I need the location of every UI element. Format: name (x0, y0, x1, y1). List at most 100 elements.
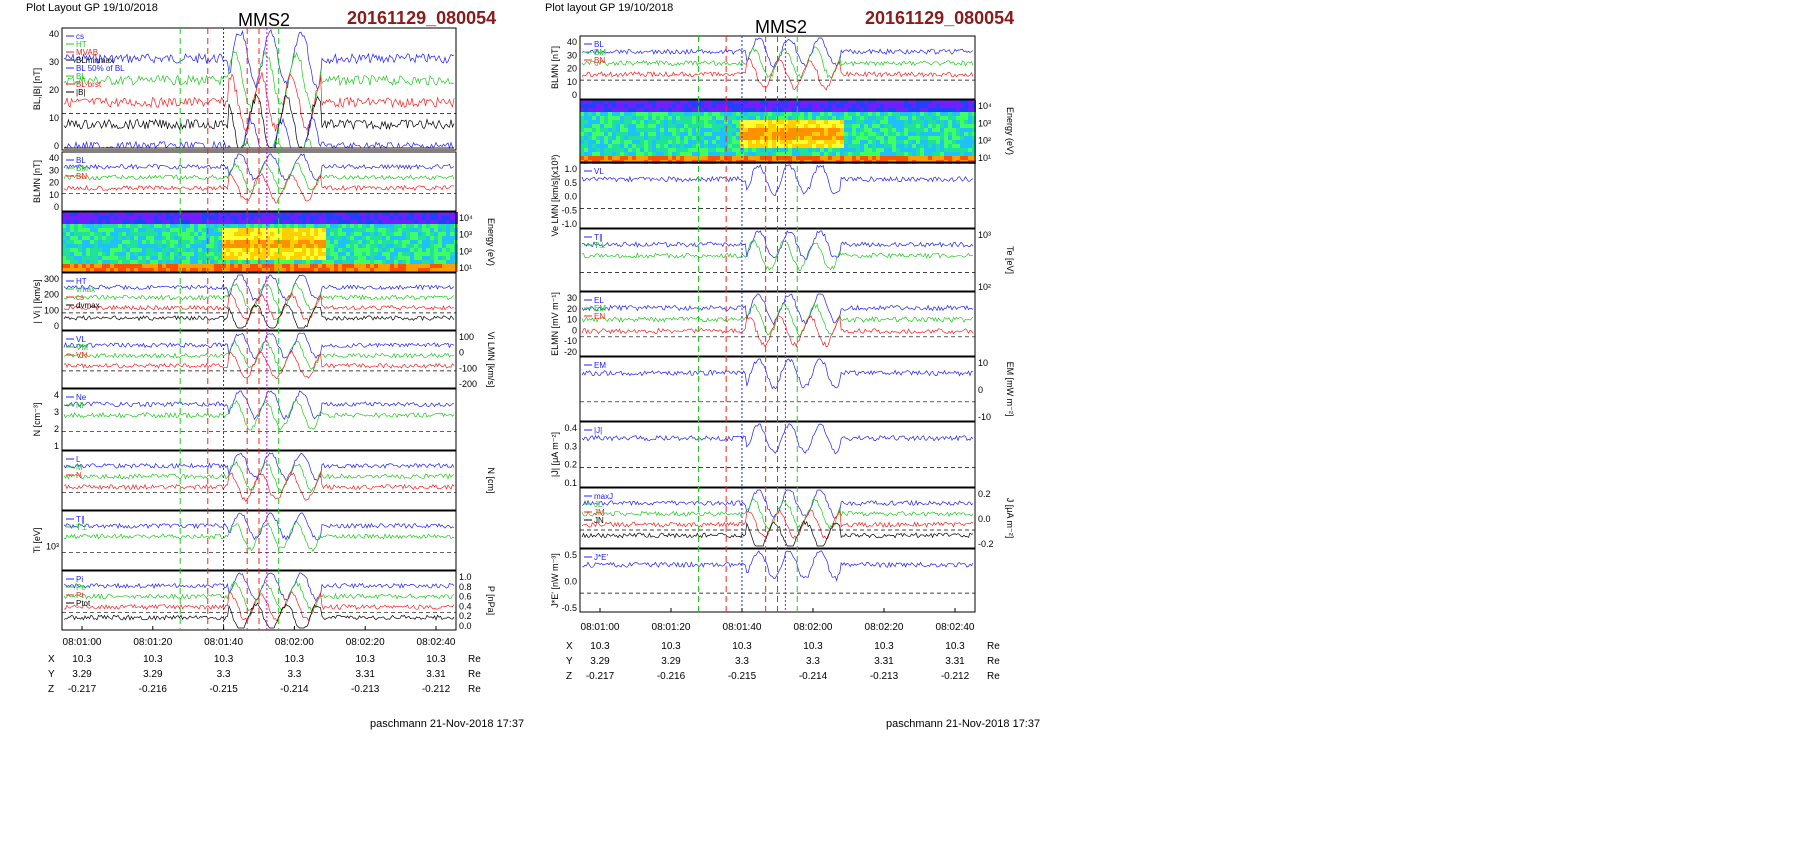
right-figure-espec-ytick-0: 10⁴ (978, 101, 992, 111)
left-figure-pos-value-0-3: 10.3 (285, 654, 305, 665)
left-figure-vi-ylabel: | Vi | [km/s] (32, 279, 42, 323)
left-figure-bl-ytick-3: 10 (49, 113, 59, 123)
left-figure-vi-series-2 (63, 292, 455, 323)
left-figure-bl-ytick-1: 30 (49, 57, 59, 67)
right-figure-xtick-0: 08:01:00 (581, 622, 620, 633)
right-figure-pos-unit-2: Re (987, 671, 1000, 682)
right-figure-pos-label-1: Y (566, 656, 573, 667)
left-figure-nlmn-series-0 (63, 452, 455, 482)
right-figure-pos-value-2-5: -0.212 (941, 671, 970, 682)
right-figure-espec-ylabel: Energy (eV) (1005, 107, 1015, 155)
right-figure-te-legend-0: T∥ (594, 233, 603, 242)
right-figure-blmn-ytick-0: 40 (567, 37, 577, 47)
left-figure-p-ylabel: P [nPa] (486, 586, 496, 615)
right-figure-je-ytick-2: -0.5 (561, 603, 577, 613)
left-figure-blmn-series-2 (63, 173, 455, 204)
left-figure-bl-legend-5: BL (76, 72, 86, 81)
right-figure-xtick-3: 08:02:00 (794, 622, 833, 633)
left-figure-pos-value-2-3: -0.214 (280, 684, 309, 695)
right-figure-xtick-2: 08:01:40 (723, 622, 762, 633)
right-figure-te-ytick-1: 10² (978, 282, 991, 292)
left-figure-bl-legend-3: BLminmax (76, 56, 114, 65)
right-figure-em-ytick-1: 0 (978, 385, 983, 395)
right-figure-jlmn-legend-2: JM (594, 508, 605, 517)
left-figure-ti-series-0 (63, 512, 455, 541)
left-figure-nlmn-series-1 (63, 461, 455, 493)
left-figure-ti-ytick-0: 10³ (46, 541, 59, 551)
right-figure-pos-value-0-0: 10.3 (590, 641, 610, 652)
left-figure-vlmn-legend-2: VN (76, 351, 87, 360)
left-figure-ti-legend-1: T⊥ (76, 523, 88, 532)
left-figure-pos-value-0-0: 10.3 (72, 654, 92, 665)
left-figure-nlmn-legend-1: M (76, 463, 83, 472)
left-figure-espec-ytick-0: 10⁴ (459, 213, 473, 223)
right-figure-em-ytick-2: -10 (978, 412, 991, 422)
left-figure-pos-value-2-4: -0.213 (351, 684, 380, 695)
right-figure-ve-ylabel: Ve LMN [km/s](x10³) (550, 154, 560, 236)
right-figure-blmn-ytick-2: 20 (567, 64, 577, 74)
left-figure-vi-series-3 (63, 303, 455, 329)
right-figure-em-legend-0: EM (594, 361, 606, 370)
left-figure-blmn-ytick-1: 30 (49, 165, 59, 175)
right-figure-jlmn-legend-3: JN (594, 516, 604, 525)
left-figure-ti-series-1 (63, 520, 455, 553)
right-figure-je-ytick-1: 0.0 (564, 577, 577, 587)
right-figure-pos-value-2-1: -0.216 (657, 671, 686, 682)
left-figure-espec-ytick-3: 10¹ (459, 263, 472, 273)
left-figure-bl-legend-2: MVAB (76, 48, 98, 57)
left-figure-pos-value-1-4: 3.31 (355, 669, 375, 680)
right-figure-pos-value-1-4: 3.31 (874, 656, 894, 667)
left-figure-bl-ytick-4: 0 (54, 141, 59, 151)
right-figure-e-series-1 (581, 303, 974, 336)
left-figure-vi-ytick-1: 200 (44, 290, 59, 300)
left-figure-vlmn-ylabel: Vi LMN [km/s] (486, 332, 496, 388)
left-figure-bl-series-0 (63, 29, 455, 91)
right-figure-jlmn-legend-1: JL (594, 500, 603, 509)
left-figure-vlmn-legend-0: VL (76, 335, 86, 344)
right-stamp: 20161129_080054 (865, 8, 1015, 28)
right-figure-pos-unit-1: Re (987, 656, 1000, 667)
left-figure-vlmn-series-1 (63, 340, 455, 371)
right-figure-jlmn-ytick-2: -0.2 (978, 539, 994, 549)
left-figure-pos-value-1-0: 3.29 (72, 669, 92, 680)
right-figure-ve-legend-0: VL (594, 167, 604, 176)
left-figure-pos-unit-1: Re (468, 669, 481, 680)
right-title: MMS2 (755, 17, 808, 37)
right-figure-pos-unit-0: Re (987, 641, 1000, 652)
right-figure-e-ytick-4: -10 (564, 336, 577, 346)
right-figure-e-legend-0: EL (594, 296, 604, 305)
left-figure-nlmn-legend-0: L (76, 455, 81, 464)
right-figure-blmn-legend-0: BL (594, 40, 604, 49)
left-figure-xtick-2: 08:01:40 (204, 637, 243, 648)
left-figure-pos-value-2-5: -0.212 (422, 684, 451, 695)
left-figure-pos-value-2-2: -0.215 (209, 684, 238, 695)
left-figure-p-ytick-4: 0.2 (459, 611, 472, 621)
right-figure-xtick-4: 08:02:20 (865, 622, 904, 633)
left-figure-blmn-ytick-3: 10 (49, 190, 59, 200)
left-figure-blmn-legend-1: BM (76, 164, 88, 173)
left-figure-bl-series-4 (63, 113, 455, 150)
left-figure-xtick-3: 08:02:00 (275, 637, 314, 648)
right-header: Plot layout GP 19/10/2018 (545, 2, 674, 14)
right-figure-pos-value-0-5: 10.3 (945, 641, 965, 652)
right-figure-e-ytick-5: -20 (564, 347, 577, 357)
right-figure-jlmn-ytick-0: 0.2 (978, 489, 991, 499)
left-figure-xtick-1: 08:01:20 (133, 637, 172, 648)
right-figure-jlmn-legend-0: maxJ (594, 492, 613, 501)
right-figure-j-ytick-0: 0.4 (564, 423, 577, 433)
right-figure-e-legend-1: EM (594, 304, 606, 313)
left-figure-p-legend-1: Pe (76, 583, 86, 592)
right-figure-pos-label-0: X (566, 641, 573, 652)
left-figure-bl-legend-1: HT (76, 40, 87, 49)
right-figure-pos-value-1-1: 3.29 (661, 656, 681, 667)
right-figure-pos-value-0-1: 10.3 (661, 641, 681, 652)
left-figure-n-ytick-0: 4 (54, 390, 59, 400)
right-figure-j-ytick-1: 0.3 (564, 441, 577, 451)
right-figure-je-ylabel: J*E' [nW m⁻³] (550, 553, 560, 607)
left-figure-ti-ylabel: Ti [eV] (32, 528, 42, 554)
left-figure-blmn-legend-2: BN (76, 172, 87, 181)
right-figure-espec-ytick-1: 10³ (978, 118, 991, 128)
left-figure-espec-ytick-1: 10³ (459, 230, 472, 240)
left-figure-pos-value-1-2: 3.3 (217, 669, 231, 680)
left-figure-vi-legend-0: HT (76, 277, 87, 286)
